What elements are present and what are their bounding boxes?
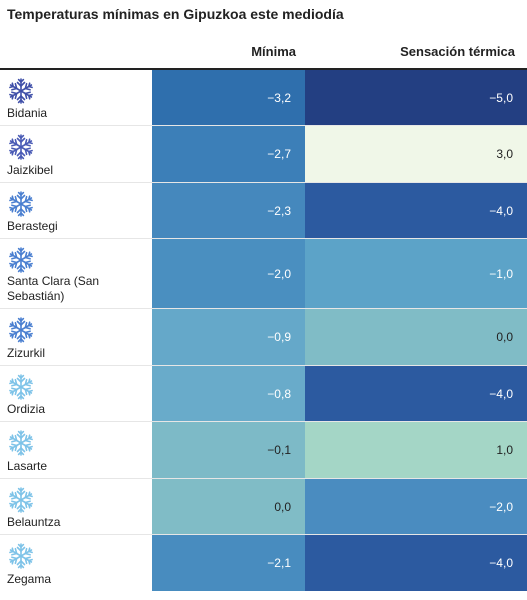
snowflake-icon xyxy=(9,247,33,273)
minima-cell: −2,3 xyxy=(152,183,305,238)
snowflake-icon xyxy=(9,78,33,104)
table-row: Berastegi −2,3 −4,0 xyxy=(0,183,527,239)
table-row: Lasarte −0,1 1,0 xyxy=(0,422,527,479)
page-title: Temperaturas mínimas en Gipuzkoa este me… xyxy=(7,6,344,22)
sensacion-cell: −2,0 xyxy=(305,479,527,534)
minima-cell: −2,0 xyxy=(152,239,305,308)
place-cell: Jaizkibel xyxy=(0,126,152,182)
place-name: Ordizia xyxy=(7,402,46,416)
sensacion-cell: −5,0 xyxy=(305,70,527,125)
place-cell: Belauntza xyxy=(0,479,152,534)
sensacion-cell: −4,0 xyxy=(305,366,527,421)
place-cell: Lasarte xyxy=(0,422,152,478)
place-name: Berastegi xyxy=(7,219,58,233)
sensacion-cell: −1,0 xyxy=(305,239,527,308)
place-cell: Zizurkil xyxy=(0,309,152,365)
minima-cell: −0,1 xyxy=(152,422,305,478)
place-name: Belauntza xyxy=(7,515,61,529)
sensacion-cell: 3,0 xyxy=(305,126,527,182)
table-row: Santa Clara (San Sebastián) −2,0 −1,0 xyxy=(0,239,527,309)
place-cell: Berastegi xyxy=(0,183,152,238)
minima-cell: −0,9 xyxy=(152,309,305,365)
place-cell: Santa Clara (San Sebastián) xyxy=(0,239,152,308)
snowflake-icon xyxy=(9,543,33,569)
place-cell: Bidania xyxy=(0,70,152,125)
sensacion-cell: 1,0 xyxy=(305,422,527,478)
sensacion-cell: −4,0 xyxy=(305,183,527,238)
snowflake-icon xyxy=(9,374,33,400)
table-row: Bidania −3,2 −5,0 xyxy=(0,70,527,126)
table-row: Belauntza 0,0 −2,0 xyxy=(0,479,527,535)
snowflake-icon xyxy=(9,317,33,343)
place-cell: Zegama xyxy=(0,535,152,591)
column-header-minima: Mínima xyxy=(251,44,296,59)
table-row: Zizurkil −0,9 0,0 xyxy=(0,309,527,366)
minima-cell: −0,8 xyxy=(152,366,305,421)
minima-cell: −3,2 xyxy=(152,70,305,125)
place-name: Jaizkibel xyxy=(7,163,54,177)
snowflake-icon xyxy=(9,430,33,456)
table-row: Ordizia −0,8 −4,0 xyxy=(0,366,527,422)
table-row: Zegama −2,1 −4,0 xyxy=(0,535,527,591)
snowflake-icon xyxy=(9,487,33,513)
table-body: Bidania −3,2 −5,0 Jaizkibel −2,7 3,0 xyxy=(0,70,527,591)
place-cell: Ordizia xyxy=(0,366,152,421)
table-row: Jaizkibel −2,7 3,0 xyxy=(0,126,527,183)
sensacion-cell: −4,0 xyxy=(305,535,527,591)
minima-cell: −2,7 xyxy=(152,126,305,182)
column-header-sensacion: Sensación térmica xyxy=(400,44,515,59)
place-name: Lasarte xyxy=(7,459,48,473)
snowflake-icon xyxy=(9,191,33,217)
snowflake-icon xyxy=(9,134,33,160)
place-name: Santa Clara (San Sebastián) xyxy=(7,274,100,303)
place-name: Zegama xyxy=(7,572,52,586)
sensacion-cell: 0,0 xyxy=(305,309,527,365)
table-header: Mínima Sensación térmica xyxy=(0,40,527,70)
minima-cell: 0,0 xyxy=(152,479,305,534)
place-name: Zizurkil xyxy=(7,346,45,360)
place-name: Bidania xyxy=(7,106,48,120)
minima-cell: −2,1 xyxy=(152,535,305,591)
